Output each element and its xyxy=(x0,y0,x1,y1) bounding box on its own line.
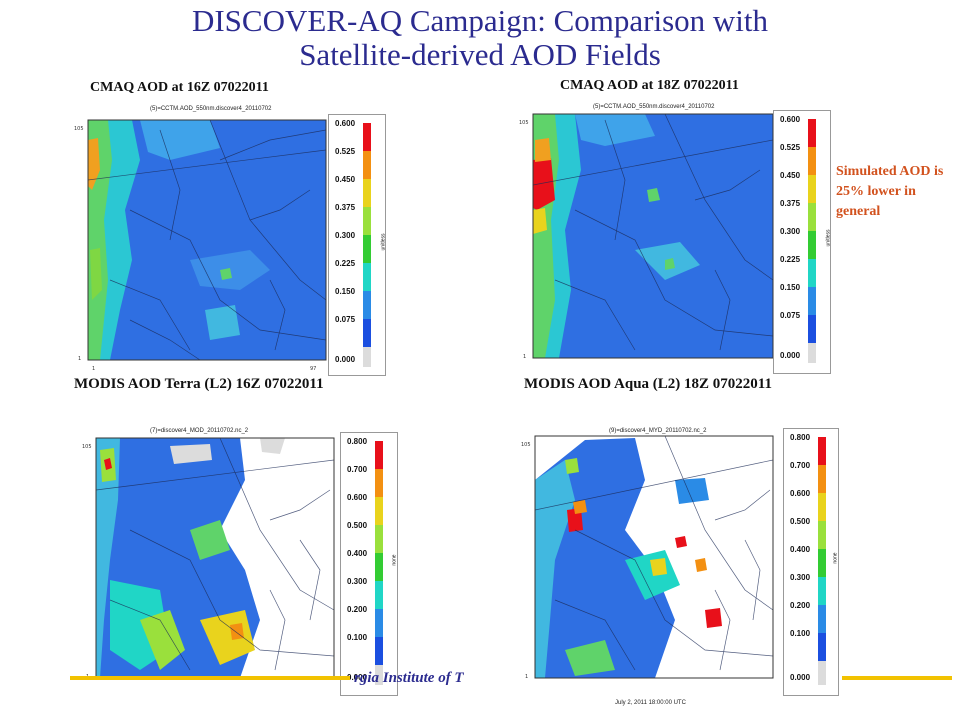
simulated-aod-note: Simulated AOD is 25% lower in general xyxy=(836,164,944,219)
cb-tick: 0.150 xyxy=(780,283,801,292)
cb-tick: 0.300 xyxy=(347,577,368,586)
cb-tick: 0.600 xyxy=(780,115,801,124)
cb-unit: none xyxy=(391,554,398,566)
cb-tick: 0.400 xyxy=(347,549,368,558)
svg-text:105: 105 xyxy=(521,442,531,448)
cb-unit: none xyxy=(832,552,839,564)
panel-cmaq-18z: (5)=CCTM.AOD_550nm.discover4_20110702 10… xyxy=(515,100,835,380)
footer-line-right xyxy=(842,676,952,680)
plot-title: (9)=discover4_MYD_20110702.nc_2 xyxy=(609,428,707,434)
panel-modis-aqua: (9)=discover4_MYD_20110702.nc_2 105 1 Ju… xyxy=(505,420,840,708)
cb-tick: 0.000 xyxy=(335,355,356,364)
cb-unit: unitless xyxy=(380,233,387,251)
colorbar-swatches xyxy=(375,441,383,685)
panel-cmaq-16z: (5)=CCTM.AOD_550nm.discover4_20110702 10… xyxy=(70,100,390,385)
caption-cmaq-16z: CMAQ AOD at 16Z 07022011 xyxy=(90,80,269,95)
cb-tick: 0.600 xyxy=(790,489,811,498)
aod-map-modis-terra: 105 1 xyxy=(82,437,335,680)
cb-tick: 0.400 xyxy=(790,545,811,554)
cb-tick: 0.100 xyxy=(790,629,811,638)
cb-unit: unitless xyxy=(825,229,832,247)
cb-tick: 0.100 xyxy=(347,633,368,642)
cb-tick: 0.300 xyxy=(780,227,801,236)
caption-modis-aqua: MODIS AOD Aqua (L2) 18Z 07022011 xyxy=(524,376,772,392)
aod-map-cmaq-18z: 105 1 xyxy=(519,113,774,360)
cb-tick: 0.525 xyxy=(335,147,356,156)
cb-tick: 0.300 xyxy=(790,573,811,582)
cb-tick: 0.700 xyxy=(347,465,368,474)
svg-text:105: 105 xyxy=(519,120,529,126)
cb-tick: 0.075 xyxy=(335,315,356,324)
plot-title: (7)=discover4_MOD_20110702.nc_2 xyxy=(150,428,249,434)
svg-text:105: 105 xyxy=(74,126,84,132)
cb-tick: 0.075 xyxy=(780,311,801,320)
caption-cmaq-18z: CMAQ AOD at 18Z 07022011 xyxy=(560,78,739,93)
cb-tick: 0.800 xyxy=(790,433,811,442)
cb-tick: 0.300 xyxy=(335,231,356,240)
svg-text:1: 1 xyxy=(523,354,526,360)
colorbar-modis-aqua: 0.800 0.700 0.600 0.500 0.400 0.300 0.20… xyxy=(783,428,839,696)
colorbar-cmaq-16z: 0.600 0.525 0.450 0.375 0.300 0.225 0.15… xyxy=(328,114,386,376)
cb-tick: 0.000 xyxy=(790,673,811,682)
caption-modis-terra: MODIS AOD Terra (L2) 16Z 07022011 xyxy=(74,376,324,392)
aod-map-cmaq-16z: 105 1 1 97 xyxy=(74,119,327,372)
colorbar-swatches xyxy=(818,437,826,685)
cb-tick: 0.200 xyxy=(790,601,811,610)
cb-tick: 0.500 xyxy=(347,521,368,530)
cb-tick: 0.700 xyxy=(790,461,811,470)
cb-tick: 0.000 xyxy=(347,673,368,682)
colorbar-swatches xyxy=(808,119,816,363)
panel-modis-terra: (7)=discover4_MOD_20110702.nc_2 105 1 xyxy=(70,420,400,708)
cb-tick: 0.525 xyxy=(780,143,801,152)
cb-tick: 0.200 xyxy=(347,605,368,614)
svg-text:97: 97 xyxy=(310,366,316,372)
slide-title-line1: DISCOVER-AQ Campaign: Comparison with xyxy=(191,3,769,38)
cb-tick: 0.450 xyxy=(335,175,356,184)
cb-tick: 0.600 xyxy=(347,493,368,502)
footer-institution: rgia Institute of T xyxy=(354,670,464,686)
cb-tick: 0.150 xyxy=(335,287,356,296)
svg-text:105: 105 xyxy=(82,444,92,450)
colorbar-swatches xyxy=(363,123,371,367)
plot-date: July 2, 2011 18:00:00 UTC xyxy=(615,700,686,706)
cb-tick: 0.800 xyxy=(347,437,368,446)
cb-tick: 0.225 xyxy=(780,255,801,264)
cb-tick: 0.450 xyxy=(780,171,801,180)
cb-tick: 0.600 xyxy=(335,119,356,128)
colorbar-modis-terra: 0.800 0.700 0.600 0.500 0.400 0.300 0.20… xyxy=(340,432,398,696)
cb-tick: 0.375 xyxy=(335,203,356,212)
cb-tick: 0.375 xyxy=(780,199,801,208)
slide-title-line2: Satellite-derived AOD Fields xyxy=(299,37,661,72)
colorbar-cmaq-18z: 0.600 0.525 0.450 0.375 0.300 0.225 0.15… xyxy=(773,110,831,374)
svg-text:1: 1 xyxy=(78,356,81,362)
cb-tick: 0.500 xyxy=(790,517,811,526)
plot-title: (5)=CCTM.AOD_550nm.discover4_20110702 xyxy=(593,104,715,110)
cb-tick: 0.000 xyxy=(780,351,801,360)
plot-title: (5)=CCTM.AOD_550nm.discover4_20110702 xyxy=(150,106,272,112)
cb-tick: 0.225 xyxy=(335,259,356,268)
footer-line-left xyxy=(70,676,350,680)
svg-text:1: 1 xyxy=(92,366,95,372)
aod-map-modis-aqua: 105 1 xyxy=(521,435,774,680)
svg-text:1: 1 xyxy=(525,674,528,680)
